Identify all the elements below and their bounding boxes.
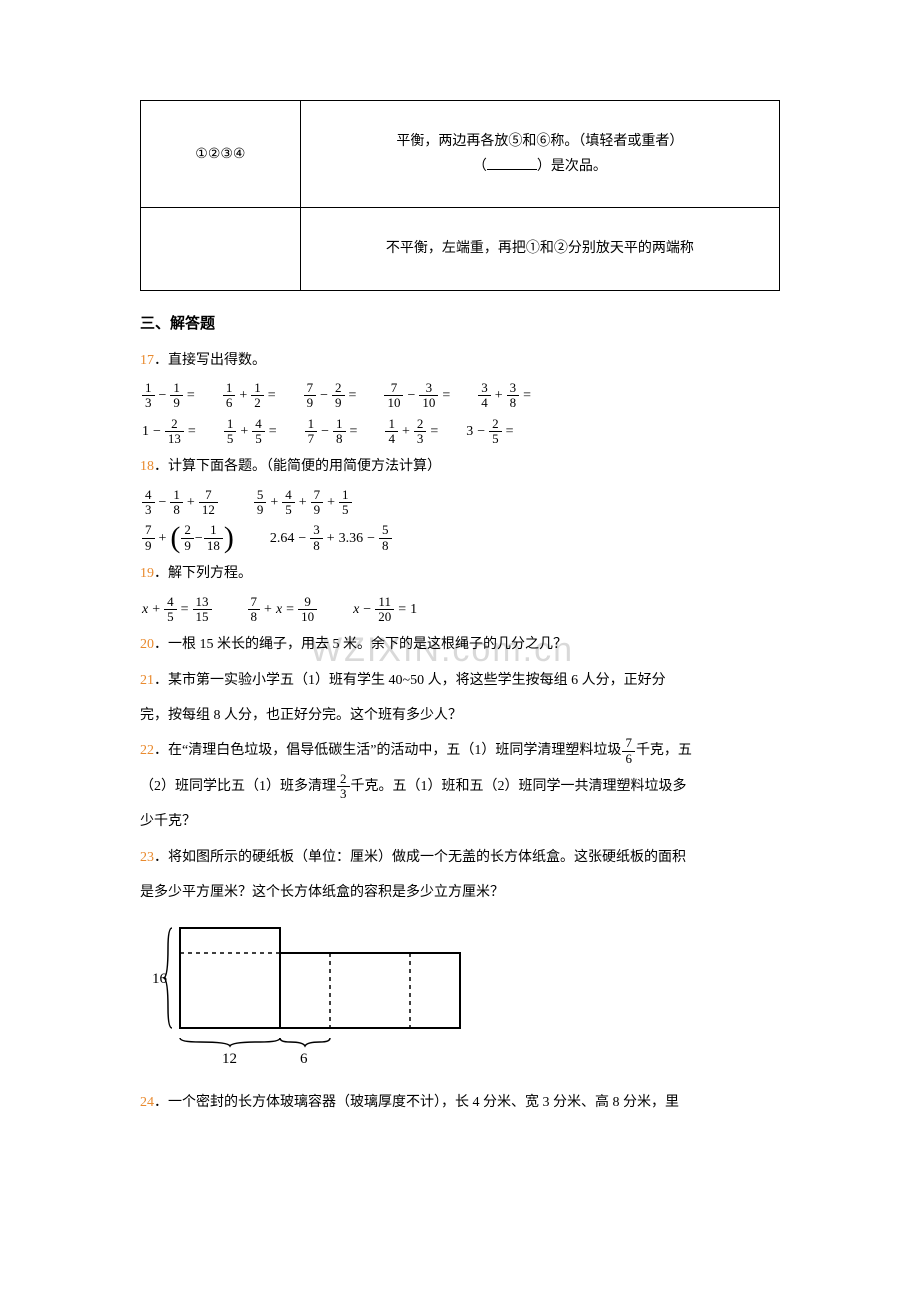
table-row1-left: ①②③④	[141, 101, 301, 208]
q17-num: 17	[140, 353, 154, 368]
q21-cont: 完，按每组 8 人分，也正好分完。这个班有多少人？	[140, 701, 780, 730]
q23-diagram: 16 12 6	[140, 918, 780, 1078]
q18-row2: 79+(29−118) 2.64−38+3.36−58	[140, 523, 780, 553]
q22: 22．在“清理白色垃圾，倡导低碳生活”的活动中，五（1）班同学清理塑料垃圾76千…	[140, 736, 780, 766]
q23-text1: ．将如图所示的硬纸板（单位：厘米）做成一个无盖的长方体纸盒。这张硬纸板的面积	[154, 850, 686, 865]
q21: 21．某市第一实验小学五（1）班有学生 40~50 人，将这些学生按每组 6 人…	[140, 666, 780, 695]
q17: 17．直接写出得数。	[140, 346, 780, 375]
table-row2-right: 不平衡，左端重，再把①和②分别放天平的两端称	[300, 208, 779, 290]
svg-text:6: 6	[300, 1051, 308, 1067]
q19: 19．解下列方程。	[140, 559, 780, 588]
q20-text: ．一根 15 米长的绳子，用去 5 米。余下的是这根绳子的几分之几？	[154, 637, 567, 652]
q18: 18．计算下面各题。（能简便的用简便方法计算）	[140, 452, 780, 481]
q24-num: 24	[140, 1095, 154, 1110]
q18-row1: 43−18+712 59+45+79+15	[140, 488, 780, 518]
q24-text: ．一个密封的长方体玻璃容器（玻璃厚度不计），长 4 分米、宽 3 分米、高 8 …	[154, 1095, 679, 1110]
svg-text:12: 12	[222, 1051, 237, 1067]
balance-table: ①②③④ 平衡，两边再各放⑤和⑥称。（填轻者或重者） （）是次品。 不平衡，左端…	[140, 100, 780, 291]
section-3-title: 三、解答题	[140, 311, 780, 338]
q22-line3: 少千克？	[140, 807, 780, 836]
table-row1-right: 平衡，两边再各放⑤和⑥称。（填轻者或重者） （）是次品。	[300, 101, 779, 208]
q23-text2: 是多少平方厘米？这个长方体纸盒的容积是多少立方厘米？	[140, 878, 780, 907]
q20-num: 20	[140, 637, 154, 652]
q23: 23．将如图所示的硬纸板（单位：厘米）做成一个无盖的长方体纸盒。这张硬纸板的面积	[140, 843, 780, 872]
q18-num: 18	[140, 459, 154, 474]
q19-row: x+45=1315 78+x=910 x−1120=1	[140, 595, 780, 625]
q20: 20．一根 15 米长的绳子，用去 5 米。余下的是这根绳子的几分之几？	[140, 630, 780, 659]
q17-row2: 1−213= 15+45= 17−18= 14+23= 3−25=	[140, 417, 780, 447]
q22-num: 22	[140, 743, 154, 758]
q22-line2: （2）班同学比五（1）班多清理23千克。五（1）班和五（2）班同学一共清理塑料垃…	[140, 772, 780, 802]
blank-field	[487, 156, 537, 170]
q24: 24．一个密封的长方体玻璃容器（玻璃厚度不计），长 4 分米、宽 3 分米、高 …	[140, 1088, 780, 1117]
table-row2-left	[141, 208, 301, 290]
q17-text: ．直接写出得数。	[154, 353, 266, 368]
row1-line2: （）是次品。	[315, 154, 765, 179]
q21-num: 21	[140, 673, 154, 688]
q21-text1: ．某市第一实验小学五（1）班有学生 40~50 人，将这些学生按每组 6 人分，…	[154, 673, 666, 688]
q19-num: 19	[140, 566, 154, 581]
q18-text: ．计算下面各题。（能简便的用简便方法计算）	[154, 459, 441, 474]
q17-row1: 13−19= 16+12= 79−29= 710−310= 34+38=	[140, 381, 780, 411]
q19-text: ．解下列方程。	[154, 566, 252, 581]
q23-num: 23	[140, 850, 154, 865]
row1-line1: 平衡，两边再各放⑤和⑥称。（填轻者或重者）	[315, 129, 765, 154]
